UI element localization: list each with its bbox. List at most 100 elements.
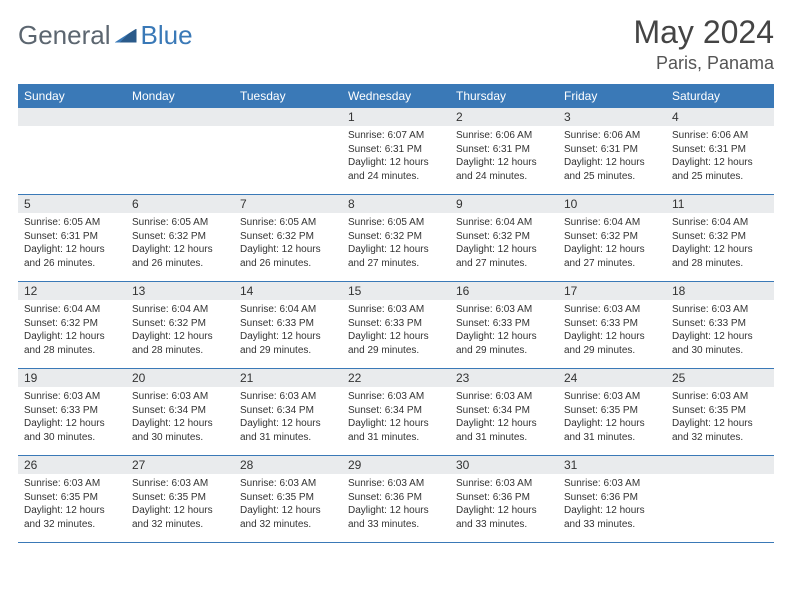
calendar-day: 19Sunrise: 6:03 AMSunset: 6:33 PMDayligh…: [18, 369, 126, 455]
calendar-week: 5Sunrise: 6:05 AMSunset: 6:31 PMDaylight…: [18, 195, 774, 282]
calendar-day: 18Sunrise: 6:03 AMSunset: 6:33 PMDayligh…: [666, 282, 774, 368]
calendar-empty-cell: [126, 108, 234, 194]
day-number: 5: [18, 195, 126, 213]
calendar-day: 11Sunrise: 6:04 AMSunset: 6:32 PMDayligh…: [666, 195, 774, 281]
calendar-day: 3Sunrise: 6:06 AMSunset: 6:31 PMDaylight…: [558, 108, 666, 194]
weekday-label: Wednesday: [342, 84, 450, 108]
day-details: Sunrise: 6:03 AMSunset: 6:35 PMDaylight:…: [234, 474, 342, 536]
day-details: Sunrise: 6:06 AMSunset: 6:31 PMDaylight:…: [450, 126, 558, 188]
day-number: 10: [558, 195, 666, 213]
calendar-day: 7Sunrise: 6:05 AMSunset: 6:32 PMDaylight…: [234, 195, 342, 281]
day-details: [234, 126, 342, 134]
day-number: 29: [342, 456, 450, 474]
calendar-grid: 1Sunrise: 6:07 AMSunset: 6:31 PMDaylight…: [18, 108, 774, 543]
day-details: Sunrise: 6:05 AMSunset: 6:31 PMDaylight:…: [18, 213, 126, 275]
day-details: Sunrise: 6:03 AMSunset: 6:35 PMDaylight:…: [666, 387, 774, 449]
day-number: 6: [126, 195, 234, 213]
day-number: 17: [558, 282, 666, 300]
calendar-day: 24Sunrise: 6:03 AMSunset: 6:35 PMDayligh…: [558, 369, 666, 455]
calendar-day: 26Sunrise: 6:03 AMSunset: 6:35 PMDayligh…: [18, 456, 126, 542]
day-details: Sunrise: 6:06 AMSunset: 6:31 PMDaylight:…: [666, 126, 774, 188]
calendar-day: 31Sunrise: 6:03 AMSunset: 6:36 PMDayligh…: [558, 456, 666, 542]
day-details: Sunrise: 6:03 AMSunset: 6:33 PMDaylight:…: [558, 300, 666, 362]
day-details: Sunrise: 6:05 AMSunset: 6:32 PMDaylight:…: [234, 213, 342, 275]
calendar-day: 17Sunrise: 6:03 AMSunset: 6:33 PMDayligh…: [558, 282, 666, 368]
header: General Blue May 2024 Paris, Panama: [18, 14, 774, 74]
weekday-label: Monday: [126, 84, 234, 108]
calendar-day: 27Sunrise: 6:03 AMSunset: 6:35 PMDayligh…: [126, 456, 234, 542]
day-details: Sunrise: 6:03 AMSunset: 6:36 PMDaylight:…: [342, 474, 450, 536]
day-details: Sunrise: 6:04 AMSunset: 6:32 PMDaylight:…: [18, 300, 126, 362]
calendar-week: 12Sunrise: 6:04 AMSunset: 6:32 PMDayligh…: [18, 282, 774, 369]
calendar-day: 22Sunrise: 6:03 AMSunset: 6:34 PMDayligh…: [342, 369, 450, 455]
logo: General Blue: [18, 20, 193, 51]
weekday-label: Friday: [558, 84, 666, 108]
calendar-day: 9Sunrise: 6:04 AMSunset: 6:32 PMDaylight…: [450, 195, 558, 281]
calendar-day: 20Sunrise: 6:03 AMSunset: 6:34 PMDayligh…: [126, 369, 234, 455]
day-details: Sunrise: 6:04 AMSunset: 6:32 PMDaylight:…: [666, 213, 774, 275]
sail-icon: [115, 29, 137, 43]
day-number: 15: [342, 282, 450, 300]
day-number: 12: [18, 282, 126, 300]
day-number: 3: [558, 108, 666, 126]
day-number: 19: [18, 369, 126, 387]
day-number: 30: [450, 456, 558, 474]
day-number: 28: [234, 456, 342, 474]
day-details: Sunrise: 6:04 AMSunset: 6:32 PMDaylight:…: [558, 213, 666, 275]
calendar-day: 1Sunrise: 6:07 AMSunset: 6:31 PMDaylight…: [342, 108, 450, 194]
day-details: [18, 126, 126, 134]
calendar-day: 16Sunrise: 6:03 AMSunset: 6:33 PMDayligh…: [450, 282, 558, 368]
calendar-day: 23Sunrise: 6:03 AMSunset: 6:34 PMDayligh…: [450, 369, 558, 455]
calendar-week: 19Sunrise: 6:03 AMSunset: 6:33 PMDayligh…: [18, 369, 774, 456]
day-details: Sunrise: 6:03 AMSunset: 6:35 PMDaylight:…: [558, 387, 666, 449]
day-details: Sunrise: 6:03 AMSunset: 6:35 PMDaylight:…: [18, 474, 126, 536]
day-number: 23: [450, 369, 558, 387]
day-number: 8: [342, 195, 450, 213]
day-details: Sunrise: 6:03 AMSunset: 6:36 PMDaylight:…: [558, 474, 666, 536]
day-details: Sunrise: 6:04 AMSunset: 6:32 PMDaylight:…: [126, 300, 234, 362]
day-details: Sunrise: 6:03 AMSunset: 6:34 PMDaylight:…: [342, 387, 450, 449]
day-details: Sunrise: 6:05 AMSunset: 6:32 PMDaylight:…: [342, 213, 450, 275]
month-title: May 2024: [633, 14, 774, 51]
day-number: 18: [666, 282, 774, 300]
calendar-day: 29Sunrise: 6:03 AMSunset: 6:36 PMDayligh…: [342, 456, 450, 542]
day-details: Sunrise: 6:07 AMSunset: 6:31 PMDaylight:…: [342, 126, 450, 188]
calendar-day: 13Sunrise: 6:04 AMSunset: 6:32 PMDayligh…: [126, 282, 234, 368]
day-details: Sunrise: 6:04 AMSunset: 6:32 PMDaylight:…: [450, 213, 558, 275]
logo-text-general: General: [18, 20, 111, 51]
weekday-header: SundayMondayTuesdayWednesdayThursdayFrid…: [18, 84, 774, 108]
calendar-day: 6Sunrise: 6:05 AMSunset: 6:32 PMDaylight…: [126, 195, 234, 281]
day-details: Sunrise: 6:03 AMSunset: 6:33 PMDaylight:…: [342, 300, 450, 362]
calendar-day: 2Sunrise: 6:06 AMSunset: 6:31 PMDaylight…: [450, 108, 558, 194]
day-number: 1: [342, 108, 450, 126]
weekday-label: Thursday: [450, 84, 558, 108]
day-number: 25: [666, 369, 774, 387]
day-details: Sunrise: 6:06 AMSunset: 6:31 PMDaylight:…: [558, 126, 666, 188]
day-details: Sunrise: 6:03 AMSunset: 6:33 PMDaylight:…: [666, 300, 774, 362]
calendar-day: 30Sunrise: 6:03 AMSunset: 6:36 PMDayligh…: [450, 456, 558, 542]
day-details: Sunrise: 6:03 AMSunset: 6:36 PMDaylight:…: [450, 474, 558, 536]
day-number: 21: [234, 369, 342, 387]
day-number: [234, 108, 342, 126]
calendar-day: 4Sunrise: 6:06 AMSunset: 6:31 PMDaylight…: [666, 108, 774, 194]
day-number: [126, 108, 234, 126]
day-number: 14: [234, 282, 342, 300]
day-details: Sunrise: 6:03 AMSunset: 6:33 PMDaylight:…: [18, 387, 126, 449]
day-number: 24: [558, 369, 666, 387]
calendar-day: 25Sunrise: 6:03 AMSunset: 6:35 PMDayligh…: [666, 369, 774, 455]
day-details: Sunrise: 6:03 AMSunset: 6:33 PMDaylight:…: [450, 300, 558, 362]
day-number: 11: [666, 195, 774, 213]
day-number: 20: [126, 369, 234, 387]
calendar-day: 5Sunrise: 6:05 AMSunset: 6:31 PMDaylight…: [18, 195, 126, 281]
day-number: [666, 456, 774, 474]
weekday-label: Tuesday: [234, 84, 342, 108]
day-details: [126, 126, 234, 134]
day-number: 4: [666, 108, 774, 126]
day-number: 27: [126, 456, 234, 474]
calendar-day: 8Sunrise: 6:05 AMSunset: 6:32 PMDaylight…: [342, 195, 450, 281]
day-number: [18, 108, 126, 126]
day-number: 31: [558, 456, 666, 474]
calendar-empty-cell: [18, 108, 126, 194]
day-number: 13: [126, 282, 234, 300]
day-details: Sunrise: 6:04 AMSunset: 6:33 PMDaylight:…: [234, 300, 342, 362]
